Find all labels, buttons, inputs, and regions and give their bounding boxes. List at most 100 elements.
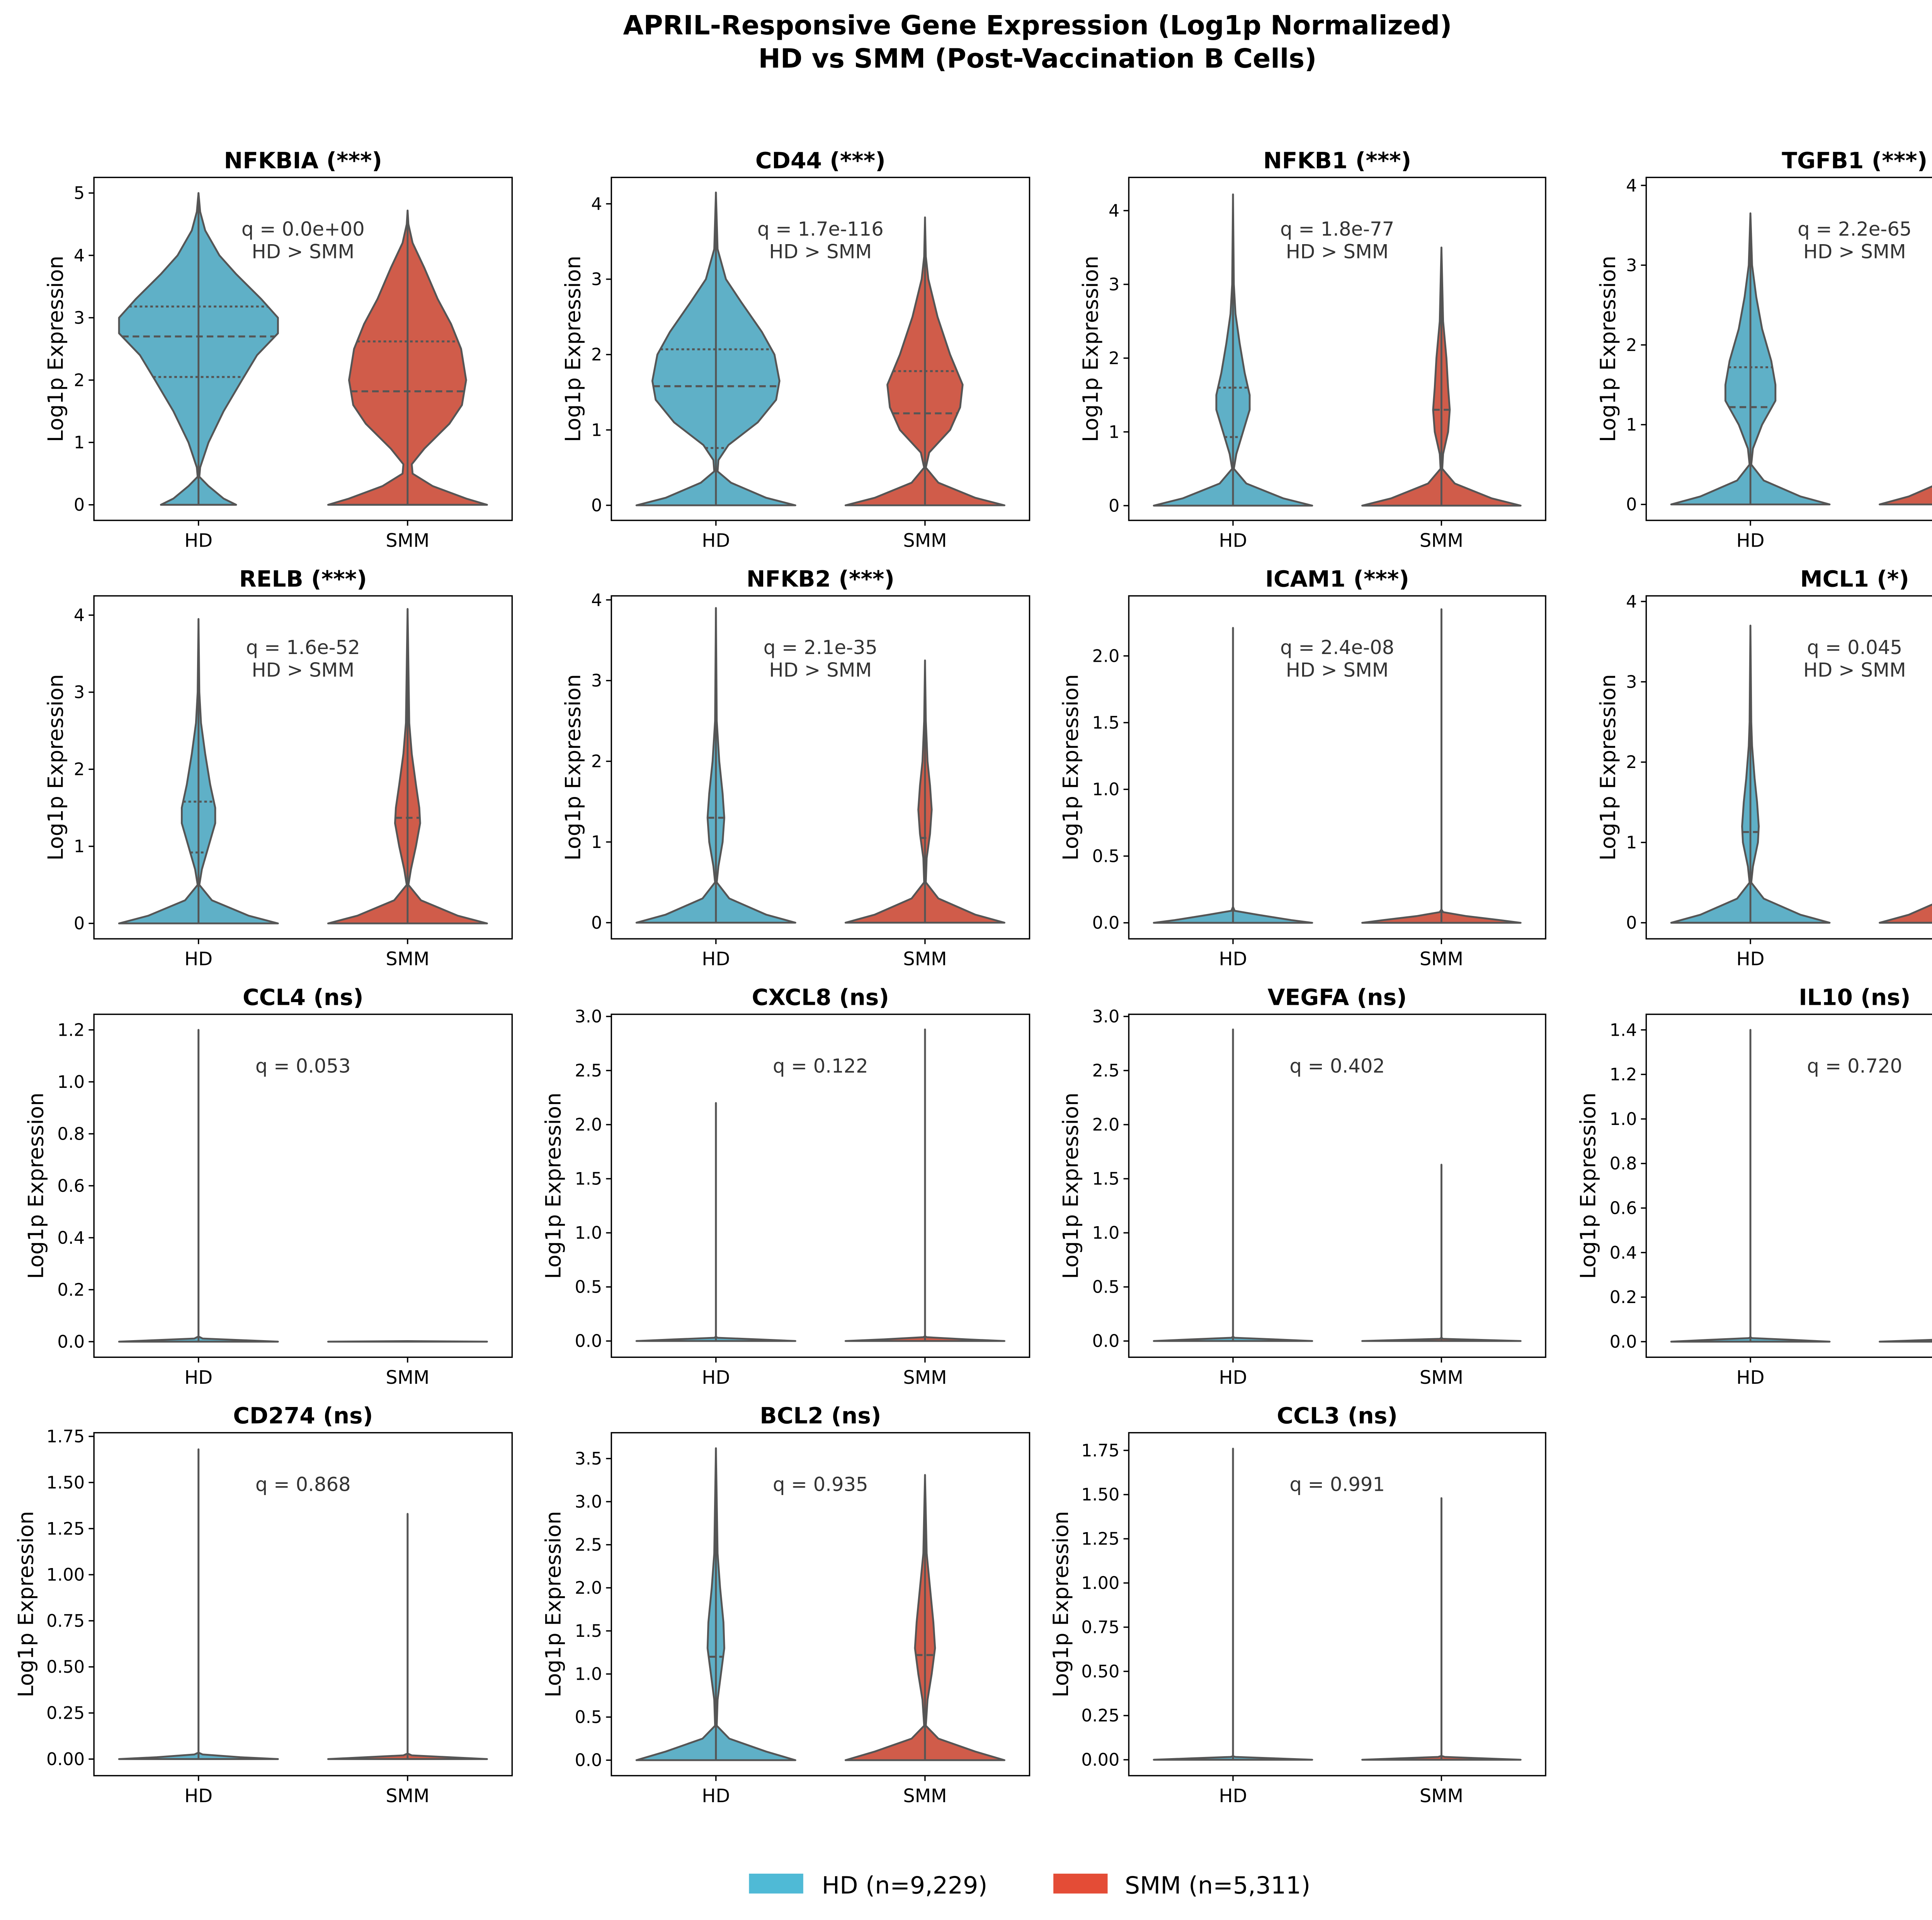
- y-tick-label: 0.0: [1092, 913, 1120, 933]
- axes-frame: [93, 177, 513, 521]
- y-tick-label: 0.75: [1081, 1617, 1119, 1637]
- y-tick-label: 1.50: [46, 1473, 85, 1493]
- panel-cd274: CD274 (ns) HD SMM 0.00 0.25 0.50 0.75 1.00 1.25 1…: [14, 1403, 513, 1807]
- y-tick-label: 1.5: [1092, 713, 1120, 733]
- axes-frame: [611, 1013, 1031, 1358]
- y-tick-label: 4: [1626, 175, 1637, 195]
- y-tick-label: 1.75: [46, 1427, 85, 1447]
- panel-nfkb2: NFKB2 (***) HD SMM 0 1 2 3 4 Log1p Expression q =…: [561, 566, 1031, 970]
- y-tick-label: 0.0: [575, 1750, 602, 1770]
- panel-vegfa: VEGFA (ns) HD SMM 0.0 0.5 1.0 1.5 2.0 2.5 3.0 Log1…: [1058, 984, 1546, 1388]
- legend-label-hd: HD (n=9,229): [822, 1871, 988, 1899]
- panel-title: CCL4 (ns): [243, 984, 364, 1011]
- x-tick-label: HD: [184, 530, 213, 552]
- y-tick-label: 2: [1626, 752, 1637, 772]
- x-tick-label: HD: [1219, 948, 1247, 970]
- panel-title: VEGFA (ns): [1268, 984, 1407, 1011]
- legend-swatch-hd: [749, 1874, 803, 1894]
- y-axis-label: Log1p Expression: [541, 1511, 565, 1697]
- y-axis-label: Log1p Expression: [23, 1093, 48, 1279]
- y-tick-label: 3: [1109, 275, 1119, 295]
- y-tick-label: 1.4: [1610, 1020, 1637, 1040]
- direction-annotation: HD > SMM: [1286, 240, 1389, 263]
- x-tick-label: HD: [1219, 530, 1247, 552]
- x-tick-label: SMM: [903, 1367, 947, 1388]
- axes-frame: [611, 595, 1031, 940]
- y-tick-label: 1: [74, 433, 85, 453]
- y-tick-label: 2: [1109, 348, 1119, 368]
- y-tick-label: 1.2: [57, 1020, 85, 1040]
- x-tick-label: HD: [1736, 530, 1765, 552]
- y-axis-label: Log1p Expression: [1058, 674, 1083, 861]
- y-tick-label: 3: [591, 269, 602, 289]
- y-tick-label: 1.0: [575, 1664, 602, 1684]
- direction-annotation: HD > SMM: [252, 240, 354, 263]
- y-tick-label: 1.5: [1092, 1169, 1120, 1189]
- y-tick-label: 0: [1626, 913, 1637, 933]
- y-tick-label: 1.0: [1092, 780, 1120, 800]
- axes-frame: [611, 177, 1031, 521]
- panel-title: CXCL8 (ns): [752, 984, 889, 1011]
- y-tick-label: 0.50: [46, 1657, 85, 1677]
- direction-annotation: HD > SMM: [252, 659, 354, 681]
- y-axis-label: Log1p Expression: [1058, 1093, 1083, 1279]
- y-tick-label: 1: [74, 836, 85, 856]
- axes-frame: [1645, 177, 1932, 521]
- q-value-annotation: q = 0.868: [255, 1473, 351, 1495]
- panels-grid: NFKBIA (***) HD SMM 0 1 2 3 4 5 Log1p Expression q…: [14, 147, 1932, 1807]
- y-tick-label: 0.50: [1081, 1662, 1119, 1682]
- y-tick-label: 0.0: [57, 1332, 85, 1352]
- panel-title: RELB (***): [239, 566, 367, 592]
- x-tick-label: SMM: [386, 1367, 429, 1388]
- q-value-annotation: q = 0.991: [1289, 1473, 1385, 1495]
- axes-frame: [1645, 1013, 1932, 1358]
- y-tick-label: 0.00: [1081, 1750, 1119, 1770]
- y-tick-label: 4: [591, 194, 602, 214]
- axes-frame: [93, 1432, 513, 1777]
- panel-cxcl8: CXCL8 (ns) HD SMM 0.0 0.5 1.0 1.5 2.0 2.5 3.0 Log1…: [541, 984, 1031, 1388]
- q-value-annotation: q = 0.0e+00: [242, 218, 365, 240]
- panel-title: TGFB1 (***): [1782, 147, 1927, 173]
- q-value-annotation: q = 0.053: [255, 1055, 351, 1077]
- y-tick-label: 2.5: [575, 1061, 602, 1081]
- direction-annotation: HD > SMM: [1803, 240, 1906, 263]
- panel-title: BCL2 (ns): [760, 1403, 881, 1429]
- y-tick-label: 3.0: [575, 1007, 602, 1027]
- q-value-annotation: q = 2.1e-35: [764, 636, 878, 659]
- y-axis-label: Log1p Expression: [1595, 256, 1620, 442]
- x-tick-label: HD: [184, 1785, 213, 1807]
- direction-annotation: HD > SMM: [769, 659, 872, 681]
- direction-annotation: HD > SMM: [1286, 659, 1389, 681]
- y-tick-label: 3: [74, 682, 85, 702]
- y-tick-label: 2: [591, 345, 602, 365]
- y-tick-label: 1.25: [1081, 1529, 1119, 1549]
- y-tick-label: 2: [1626, 335, 1637, 355]
- axes-frame: [611, 1432, 1031, 1777]
- x-tick-label: HD: [702, 530, 730, 552]
- x-tick-label: HD: [702, 1367, 730, 1388]
- panel-il10: IL10 (ns)HDSMM0.00.20.40.60.81.01.21.4Lo…: [1576, 984, 1932, 1388]
- y-tick-label: 1.0: [1610, 1109, 1637, 1129]
- panel-nfkbia: NFKBIA (***) HD SMM 0 1 2 3 4 5 Log1p Expression q…: [43, 147, 513, 552]
- y-axis-label: Log1p Expression: [1048, 1511, 1073, 1697]
- y-tick-label: 1.2: [1610, 1065, 1637, 1085]
- axes-frame: [1645, 595, 1932, 940]
- y-tick-label: 0.5: [1092, 1277, 1120, 1297]
- q-value-annotation: q = 1.7e-116: [757, 218, 884, 240]
- y-tick-label: 4: [74, 605, 85, 625]
- x-tick-label: HD: [184, 1367, 213, 1388]
- y-axis-label: Log1p Expression: [1078, 256, 1103, 442]
- violin-smm: [1879, 485, 1932, 506]
- y-tick-label: 0: [74, 914, 85, 934]
- panel-title: NFKB1 (***): [1263, 147, 1411, 173]
- panel-title: MCL1 (*): [1800, 566, 1909, 592]
- y-tick-label: 5: [74, 183, 85, 203]
- y-tick-label: 0.5: [1092, 846, 1120, 866]
- y-tick-label: 1.25: [46, 1519, 85, 1539]
- y-tick-label: 2.5: [575, 1535, 602, 1555]
- y-tick-label: 1.75: [1081, 1441, 1119, 1461]
- y-tick-label: 0.25: [46, 1703, 85, 1723]
- q-value-annotation: q = 0.045: [1807, 636, 1902, 659]
